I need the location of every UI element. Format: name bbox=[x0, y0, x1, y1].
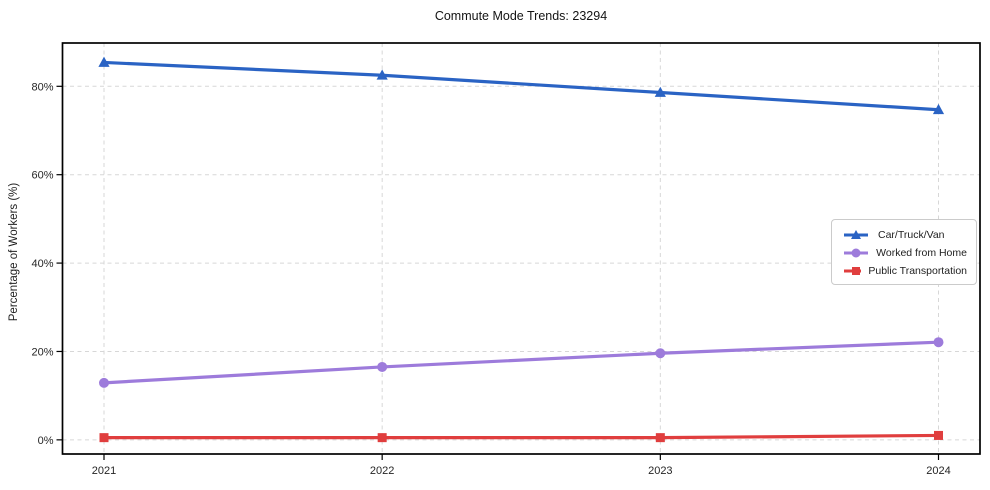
data-point-car-truck-van bbox=[376, 69, 388, 80]
data-point-worked-from-home bbox=[377, 361, 388, 372]
data-point-worked-from-home bbox=[99, 377, 109, 388]
data-point-public-transportation bbox=[99, 433, 109, 443]
x-tick-label: 2024 bbox=[926, 465, 950, 477]
x-tick-label: 2023 bbox=[648, 465, 672, 477]
x-tick-label: 2021 bbox=[92, 465, 116, 477]
series-line-worked-from-home bbox=[102, 340, 941, 385]
plot-border bbox=[61, 42, 981, 455]
legend-item-label: Public Transportation bbox=[868, 264, 967, 277]
data-point-worked-from-home bbox=[933, 337, 944, 348]
data-point-public-transportation bbox=[934, 430, 943, 440]
legend-marker-square-icon bbox=[844, 266, 862, 275]
data-point-worked-from-home bbox=[655, 348, 666, 359]
data-point-public-transportation bbox=[377, 433, 387, 443]
legend-marker-circle-icon bbox=[844, 248, 868, 257]
chart-title: Commute Mode Trends: 23294 bbox=[434, 9, 608, 23]
y-tick-label: 0% bbox=[38, 435, 54, 447]
legend-item-public-transportation: Public Transportation bbox=[841, 263, 967, 278]
y-tick-label: 20% bbox=[31, 346, 53, 358]
data-point-car-truck-van bbox=[98, 56, 110, 67]
legend-item-label: Worked from Home bbox=[876, 246, 967, 259]
x-tick-label: 2022 bbox=[370, 465, 394, 477]
legend-item-worked-from-home: Worked from Home bbox=[841, 245, 967, 260]
data-point-public-transportation bbox=[655, 433, 665, 443]
legend: Car/Truck/Van Worked from Home Public Tran… bbox=[831, 219, 977, 285]
legend-item-label: Car/Truck/Van bbox=[878, 228, 945, 241]
legend-marker-triangle-icon bbox=[844, 229, 868, 239]
legend-item-car-truck-van: Car/Truck/Van bbox=[841, 227, 967, 242]
data-point-car-truck-van bbox=[932, 103, 945, 115]
y-tick-label: 40% bbox=[31, 258, 53, 270]
series-line-car-truck-van bbox=[102, 60, 941, 112]
y-tick-label: 80% bbox=[31, 81, 53, 93]
y-tick-label: 60% bbox=[31, 170, 53, 182]
series-line-public-transportation bbox=[102, 433, 941, 440]
data-point-car-truck-van bbox=[654, 86, 666, 97]
